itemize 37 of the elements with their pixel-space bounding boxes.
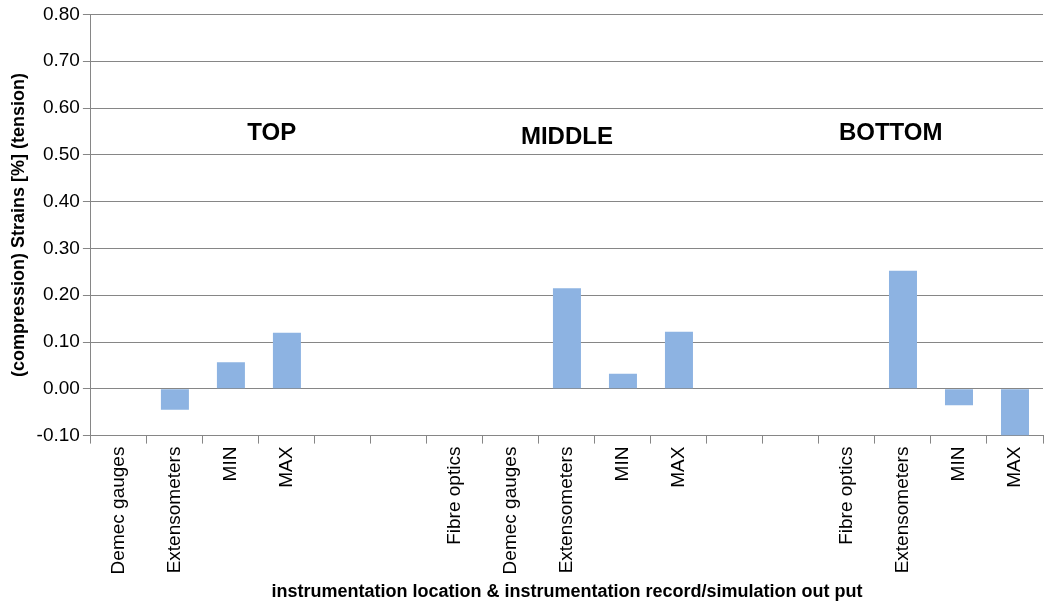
bar [608,373,637,389]
annotation: MIDDLE [520,122,613,150]
bar [160,389,189,410]
x-tick-label: MAX [667,446,689,488]
y-tick-label: 0.40 [42,189,80,211]
y-tick-label: 0.30 [42,236,80,258]
bar [664,331,693,389]
y-tick-label: 0.10 [42,330,80,352]
y-tick-label: 0.70 [42,49,80,71]
x-tick-label: Extensometers [891,446,913,574]
y-tick-label: 0.60 [42,96,80,118]
x-tick-label: Demec gauges [499,446,521,575]
y-tick-label: 0.80 [42,2,80,24]
y-tick-label: 0.50 [42,143,80,165]
y-axis-title: (compression) Strains [%] (tension) [7,72,28,378]
x-tick-label: MIN [947,446,969,482]
x-tick-label: MIN [219,446,241,482]
bar [888,270,917,389]
bar [552,288,581,389]
bar [944,389,973,406]
x-tick-label: Extensometers [555,446,577,574]
x-axis-title: instrumentation location & instrumentation record/simulation out put [271,581,863,602]
y-tick-label: 0.00 [42,377,80,399]
bar [1001,389,1029,436]
y-tick-label: 0.20 [42,283,80,305]
y-tick-label: -0.10 [36,423,80,445]
x-tick-label: MAX [275,446,297,488]
annotation: TOP [247,118,297,146]
annotation: BOTTOM [838,118,943,146]
x-tick-label: Demec gauges [107,446,129,575]
bar [272,332,301,389]
x-tick-label: Extensometers [163,446,185,574]
x-tick-label: MIN [611,446,633,482]
x-tick-label: Fibre optics [443,446,465,545]
x-tick-label: MAX [1003,446,1025,488]
bar [216,362,245,389]
x-tick-label: Fibre optics [835,446,857,545]
